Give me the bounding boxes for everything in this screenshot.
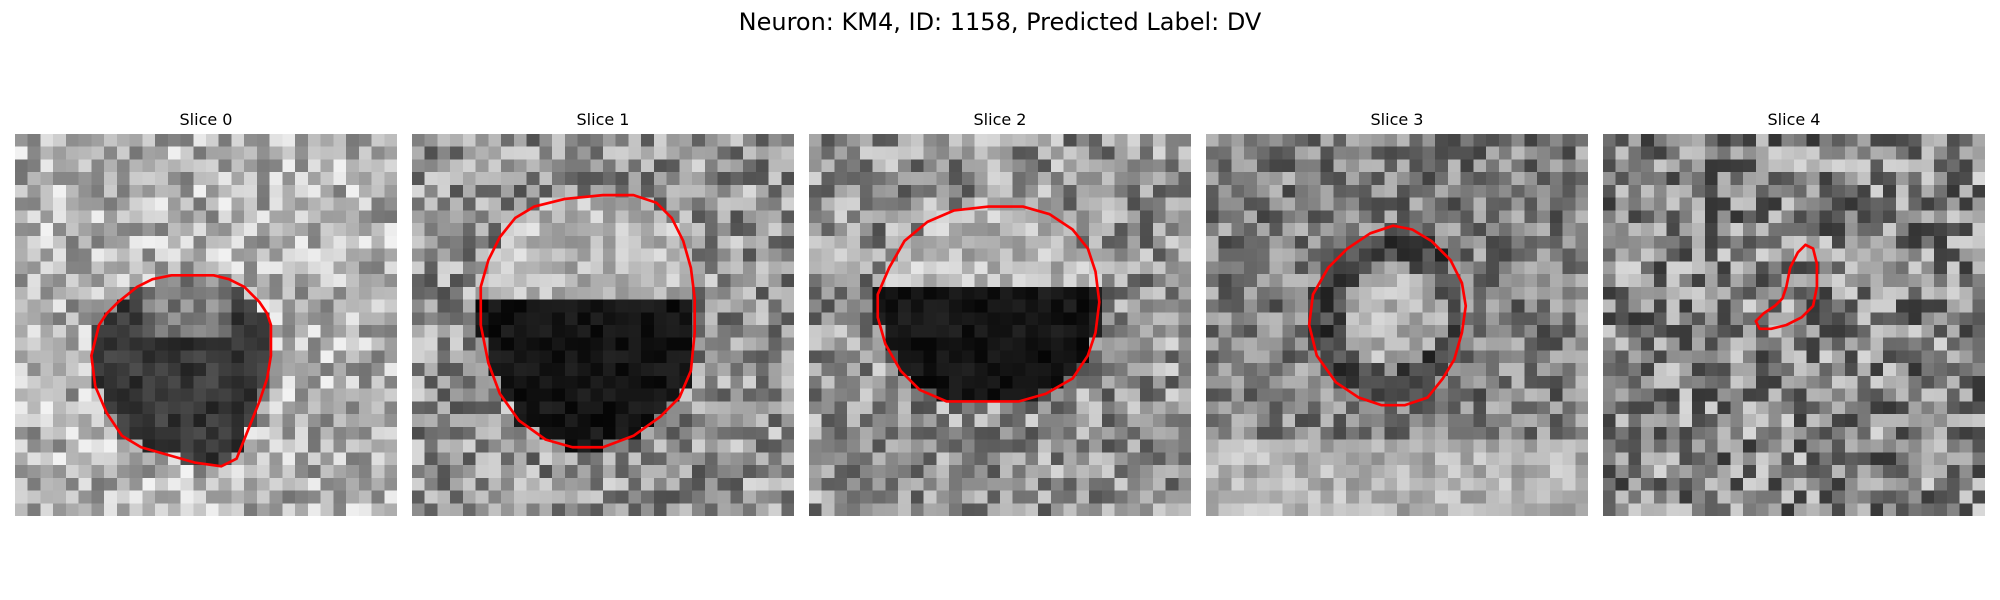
roi-contour-2 — [876, 205, 1101, 403]
roi-contour-3 — [1307, 224, 1468, 407]
slice-title-4: Slice 4 — [1767, 110, 1821, 129]
slice-title-3: Slice 3 — [1370, 110, 1424, 129]
slice-image-1 — [412, 134, 794, 516]
roi-contour-1 — [479, 193, 697, 449]
figure-title: Neuron: KM4, ID: 1158, Predicted Label: … — [738, 8, 1262, 36]
slice-pixels-2 — [809, 134, 1191, 516]
slice-title-1: Slice 1 — [576, 110, 630, 129]
slice-title-2: Slice 2 — [973, 110, 1027, 129]
slice-pixels-0 — [15, 134, 397, 516]
slice-image-4 — [1603, 134, 1985, 516]
roi-contour-0 — [90, 274, 273, 468]
slice-image-0 — [15, 134, 397, 516]
slice-image-2 — [809, 134, 1191, 516]
slice-image-3 — [1206, 134, 1588, 516]
roi-contour-4 — [1754, 243, 1819, 331]
slice-title-0: Slice 0 — [179, 110, 233, 129]
slice-pixels-3 — [1206, 134, 1588, 516]
slice-pixels-4 — [1603, 134, 1985, 516]
slice-pixels-1 — [412, 134, 794, 516]
